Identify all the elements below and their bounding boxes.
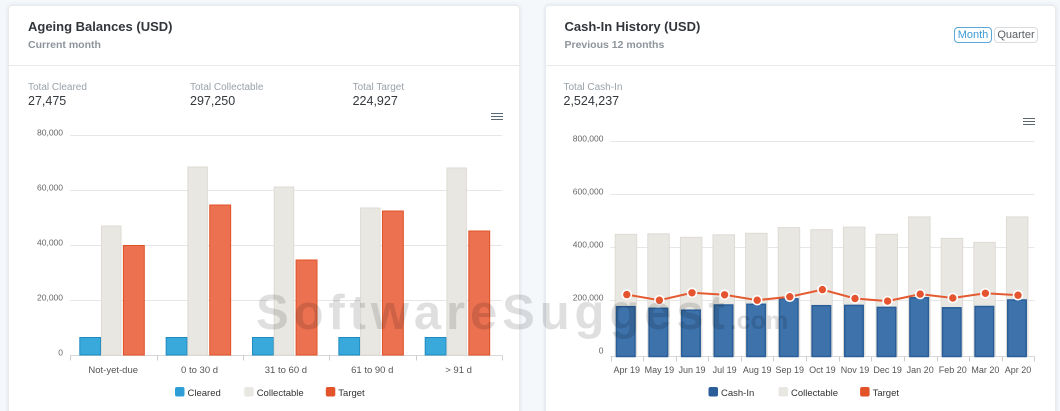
svg-text:> 91 d: > 91 d [445, 365, 472, 376]
svg-text:Target: Target [338, 388, 365, 399]
svg-text:Not-yet-due: Not-yet-due [88, 365, 138, 376]
svg-text:Mar 20: Mar 20 [971, 365, 999, 375]
svg-text:20,000: 20,000 [37, 293, 63, 303]
svg-text:40,000: 40,000 [37, 238, 63, 248]
svg-text:Nov 19: Nov 19 [840, 365, 869, 375]
svg-text:Feb 20: Feb 20 [938, 365, 966, 375]
svg-text:60,000: 60,000 [37, 183, 63, 193]
svg-text:Apr 20: Apr 20 [1004, 365, 1031, 375]
svg-text:Apr 19: Apr 19 [613, 365, 640, 375]
svg-text:Target: Target [872, 388, 899, 399]
svg-text:May 19: May 19 [644, 365, 674, 375]
svg-text:Oct 19: Oct 19 [809, 365, 836, 375]
svg-text:0: 0 [58, 348, 63, 358]
svg-text:Jul 19: Jul 19 [712, 365, 736, 375]
svg-text:Aug 19: Aug 19 [742, 365, 771, 375]
svg-text:Collectable: Collectable [257, 388, 304, 399]
svg-text:Sep 19: Sep 19 [775, 365, 804, 375]
svg-text:Cleared: Cleared [188, 388, 221, 399]
svg-text:61 to 90 d: 61 to 90 d [351, 365, 393, 376]
svg-text:Collectable: Collectable [791, 388, 838, 399]
svg-text:31 to 60 d: 31 to 60 d [265, 365, 307, 376]
svg-text:400,000: 400,000 [572, 240, 603, 250]
svg-text:Cash-In: Cash-In [721, 388, 754, 399]
svg-text:Jan 20: Jan 20 [906, 365, 933, 375]
svg-text:0: 0 [598, 346, 603, 356]
svg-text:600,000: 600,000 [572, 187, 603, 197]
svg-text:Dec 19: Dec 19 [873, 365, 902, 375]
svg-text:0 to 30 d: 0 to 30 d [181, 365, 218, 376]
svg-text:Jun 19: Jun 19 [678, 365, 705, 375]
svg-text:80,000: 80,000 [37, 128, 63, 138]
svg-text:800,000: 800,000 [572, 134, 603, 144]
svg-text:200,000: 200,000 [572, 293, 603, 303]
